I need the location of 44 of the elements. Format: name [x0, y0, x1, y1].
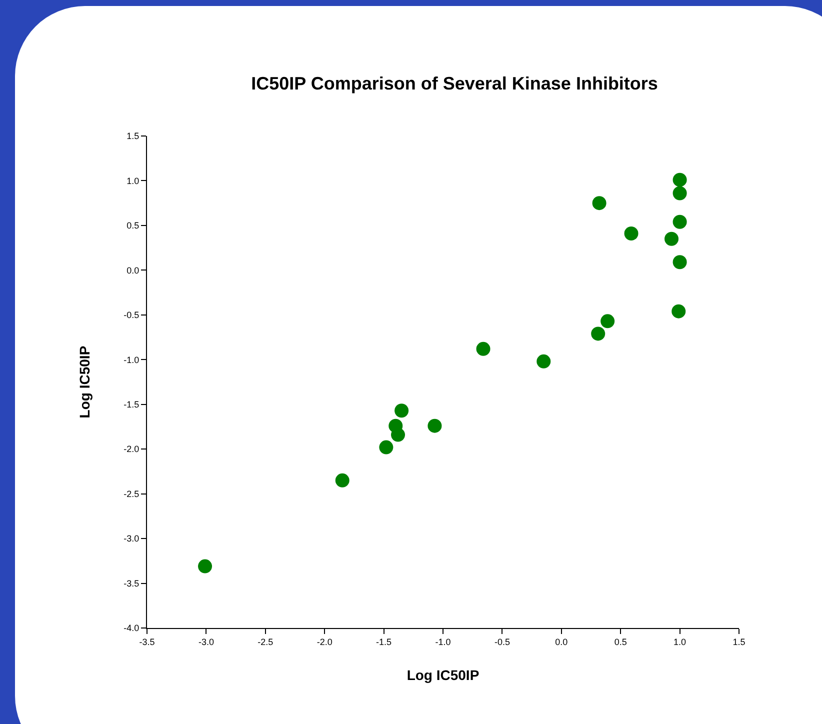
point: [476, 342, 490, 356]
x-tick-label: -2.0: [316, 636, 332, 647]
y-tick-label: -1.0: [124, 354, 140, 365]
y-tick-label: -3.0: [124, 534, 140, 544]
x-tick-label: -1.0: [435, 636, 451, 647]
y-tick-label: -2.0: [124, 444, 140, 454]
y-tick-label: -0.5: [124, 310, 140, 320]
x-tick-label: -0.5: [494, 636, 510, 647]
point: [198, 559, 212, 574]
x-tick-label: -3.0: [198, 636, 214, 647]
y-tick-label: 0.0: [126, 265, 140, 276]
x-tick-label: -3.5: [139, 636, 155, 647]
point: [536, 354, 551, 368]
point: [591, 326, 606, 341]
point: [672, 255, 687, 270]
point: [394, 404, 409, 418]
point: [672, 214, 687, 229]
y-tick-label: 1.0: [126, 176, 140, 186]
point: [428, 418, 442, 433]
x-tick-label: 1.0: [674, 636, 686, 647]
x-tick-label: 0.5: [614, 636, 627, 647]
y-tick-label: -1.5: [124, 400, 140, 410]
point: [600, 314, 615, 328]
point: [672, 186, 687, 200]
point: [592, 196, 606, 210]
y-tick-label: 0.5: [126, 220, 140, 231]
x-tick-label: -2.5: [258, 636, 274, 647]
y-tick-label: -2.5: [124, 488, 140, 499]
y-tick-label: -3.5: [124, 578, 140, 588]
x-axis-title: Log IC50IP: [406, 667, 480, 684]
point: [335, 473, 350, 488]
y-tick-label: -4.0: [124, 623, 140, 634]
point: [672, 172, 687, 187]
point: [624, 226, 638, 241]
x-tick-label: -1.5: [376, 636, 392, 647]
point: [379, 440, 394, 454]
y-axis-title: Log IC50IP: [76, 346, 92, 418]
x-tick-label: 1.5: [732, 636, 746, 647]
chart-title: IC50IP Comparison of Several Kinase Inhibitors: [251, 74, 658, 94]
y-tick-label: 1.5: [126, 131, 140, 142]
point: [664, 232, 679, 246]
point: [672, 304, 686, 318]
point: [388, 418, 403, 433]
x-tick-label: 0.0: [555, 636, 568, 647]
